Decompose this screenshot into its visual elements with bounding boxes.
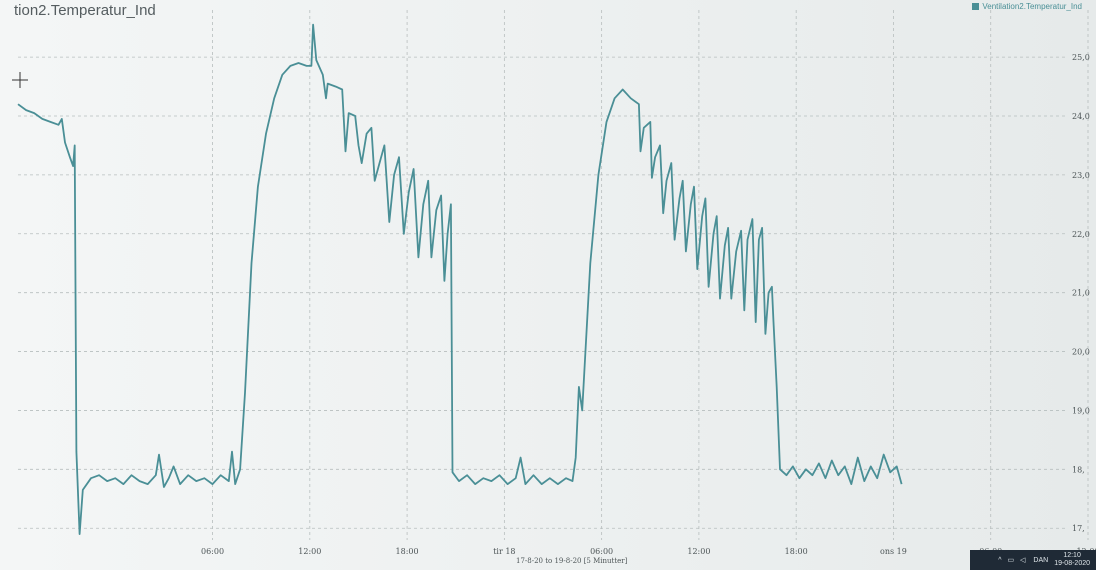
- series-layer: [17, 23, 903, 535]
- y-tick-label: 17,: [1072, 524, 1085, 533]
- y-tick-label: 23,0: [1072, 171, 1090, 180]
- y-tick-label: 21,0: [1072, 289, 1090, 298]
- language-indicator[interactable]: DAN: [1033, 556, 1049, 564]
- x-tick-label: 06:00: [201, 547, 224, 556]
- legend-label: Ventilation2.Temperatur_Ind: [982, 2, 1082, 11]
- y-axis-labels: 25,0 24,0 23,0 22,0 21,0 20,0 19,0 18, 17,: [1072, 53, 1090, 533]
- x-tick-label: 18:00: [396, 547, 419, 556]
- taskbar-clock[interactable]: 12:10 19-08-2020: [1054, 552, 1090, 568]
- y-tick-label: 22,0: [1072, 230, 1090, 239]
- chart-title: tion2.Temperatur_Ind: [14, 2, 156, 19]
- clock-time: 12:10: [1063, 552, 1081, 559]
- x-tick-label: ons 19: [880, 547, 907, 556]
- series-line[interactable]: [17, 23, 903, 535]
- y-tick-label: 18,: [1072, 465, 1085, 474]
- x-tick-label: tir 18: [493, 547, 515, 556]
- y-tick-label: 25,0: [1072, 53, 1090, 62]
- crosshair-cursor-icon: [12, 72, 28, 88]
- system-tray-icons[interactable]: ^ ▭ ◁: [998, 557, 1028, 564]
- x-tick-label: 12:00: [687, 547, 710, 556]
- y-tick-label: 20,0: [1072, 348, 1090, 357]
- taskbar: ^ ▭ ◁ DAN 12:10 19-08-2020: [970, 550, 1096, 570]
- legend[interactable]: Ventilation2.Temperatur_Ind: [972, 2, 1082, 11]
- x-tick-label: 06:00: [590, 547, 613, 556]
- clock-date: 19-08-2020: [1054, 560, 1090, 567]
- time-range-label: 17-8-20 to 19-8-20 [5 Minutter]: [516, 557, 628, 565]
- grid-layer: [18, 10, 1089, 540]
- x-tick-label: 18:00: [785, 547, 808, 556]
- y-tick-label: 24,0: [1072, 112, 1090, 121]
- legend-swatch: [972, 3, 980, 10]
- x-axis-labels: 06:00 12:00 18:00 tir 18 06:00 12:00 18:00 ons …: [201, 547, 1096, 556]
- y-tick-label: 19,0: [1072, 406, 1090, 415]
- x-tick-label: 12:00: [298, 547, 321, 556]
